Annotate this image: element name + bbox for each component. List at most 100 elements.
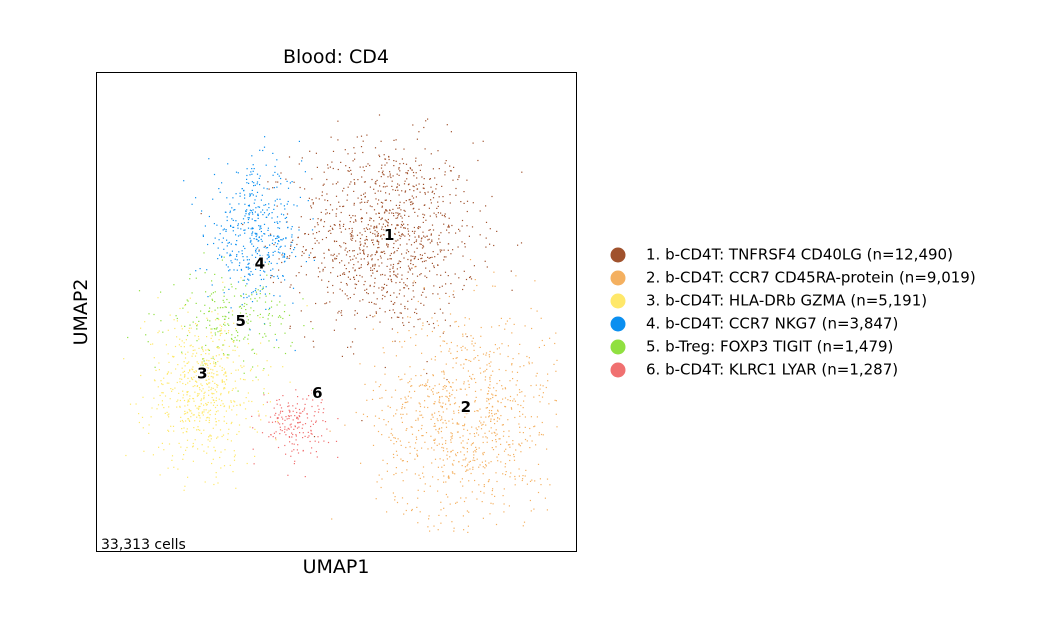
data-point <box>393 270 395 272</box>
data-point <box>397 189 399 191</box>
data-point <box>275 412 277 414</box>
data-point <box>381 409 383 412</box>
data-point <box>188 408 190 411</box>
data-point <box>228 345 230 347</box>
data-point <box>436 444 438 446</box>
data-point <box>364 181 366 183</box>
data-point <box>519 411 521 413</box>
data-point <box>231 207 233 209</box>
data-point <box>405 446 407 449</box>
data-point <box>398 174 400 176</box>
data-point <box>346 251 349 253</box>
data-point <box>270 306 273 308</box>
data-point <box>509 380 511 382</box>
data-point <box>416 506 418 508</box>
data-point <box>266 360 268 362</box>
data-point <box>144 321 146 323</box>
data-point <box>215 328 218 330</box>
data-point <box>488 354 490 356</box>
data-point <box>395 139 397 141</box>
data-point <box>440 509 442 511</box>
data-point <box>223 374 225 376</box>
data-point <box>274 421 277 423</box>
data-point <box>313 436 316 438</box>
data-point <box>205 404 208 406</box>
data-point <box>448 302 450 304</box>
data-point <box>314 242 316 244</box>
data-point <box>478 466 480 468</box>
data-point <box>314 440 316 442</box>
data-point <box>297 444 299 446</box>
series-2-points <box>329 259 558 533</box>
data-point <box>429 242 431 244</box>
data-point <box>341 290 343 292</box>
data-point <box>498 347 500 349</box>
data-point <box>255 220 257 222</box>
data-point <box>421 257 423 259</box>
data-point <box>511 332 513 334</box>
data-point <box>255 248 257 250</box>
data-point <box>464 412 466 414</box>
data-point <box>192 445 194 447</box>
data-point <box>466 442 468 444</box>
data-point <box>469 259 472 261</box>
data-point <box>260 227 262 229</box>
data-point <box>407 265 410 267</box>
data-point <box>273 235 275 237</box>
data-point <box>343 205 345 207</box>
data-point <box>258 206 261 208</box>
data-point <box>166 411 168 413</box>
data-point <box>373 244 375 246</box>
data-point <box>363 228 365 230</box>
data-point <box>219 191 221 193</box>
data-point <box>177 468 179 470</box>
data-point <box>555 332 557 334</box>
data-point <box>528 357 530 359</box>
data-point <box>362 166 364 168</box>
data-point <box>360 264 362 266</box>
data-point <box>461 219 464 222</box>
data-point <box>194 420 196 422</box>
data-point <box>246 462 248 465</box>
data-point <box>318 441 320 443</box>
data-point <box>473 289 475 292</box>
data-point <box>220 404 222 406</box>
data-point <box>289 410 291 412</box>
data-point <box>407 258 409 261</box>
data-point <box>237 223 239 225</box>
data-point <box>415 334 417 336</box>
data-point <box>419 318 421 320</box>
data-point <box>495 523 498 526</box>
data-point <box>401 378 403 380</box>
data-point <box>399 201 401 203</box>
data-point <box>304 407 306 409</box>
data-point <box>398 168 400 170</box>
data-point <box>492 394 494 396</box>
data-point <box>263 146 266 148</box>
data-point <box>391 224 393 226</box>
data-point <box>367 264 369 266</box>
data-point <box>312 399 314 401</box>
data-point <box>382 251 384 253</box>
data-point <box>374 233 376 235</box>
data-point <box>418 235 420 237</box>
data-point <box>461 225 463 227</box>
data-point <box>355 220 357 222</box>
data-point <box>280 239 282 241</box>
data-point <box>296 449 298 451</box>
data-point <box>396 224 398 227</box>
data-point <box>415 344 417 346</box>
data-point <box>441 418 443 420</box>
data-point <box>507 419 509 421</box>
data-point <box>376 481 378 483</box>
data-point <box>384 158 387 160</box>
data-point <box>455 455 457 457</box>
data-point <box>289 424 291 426</box>
data-point <box>304 233 306 235</box>
data-point <box>260 211 262 213</box>
data-point <box>174 327 176 330</box>
data-point <box>493 271 495 273</box>
data-point <box>188 361 190 363</box>
data-point <box>421 447 423 449</box>
data-point <box>272 152 274 154</box>
